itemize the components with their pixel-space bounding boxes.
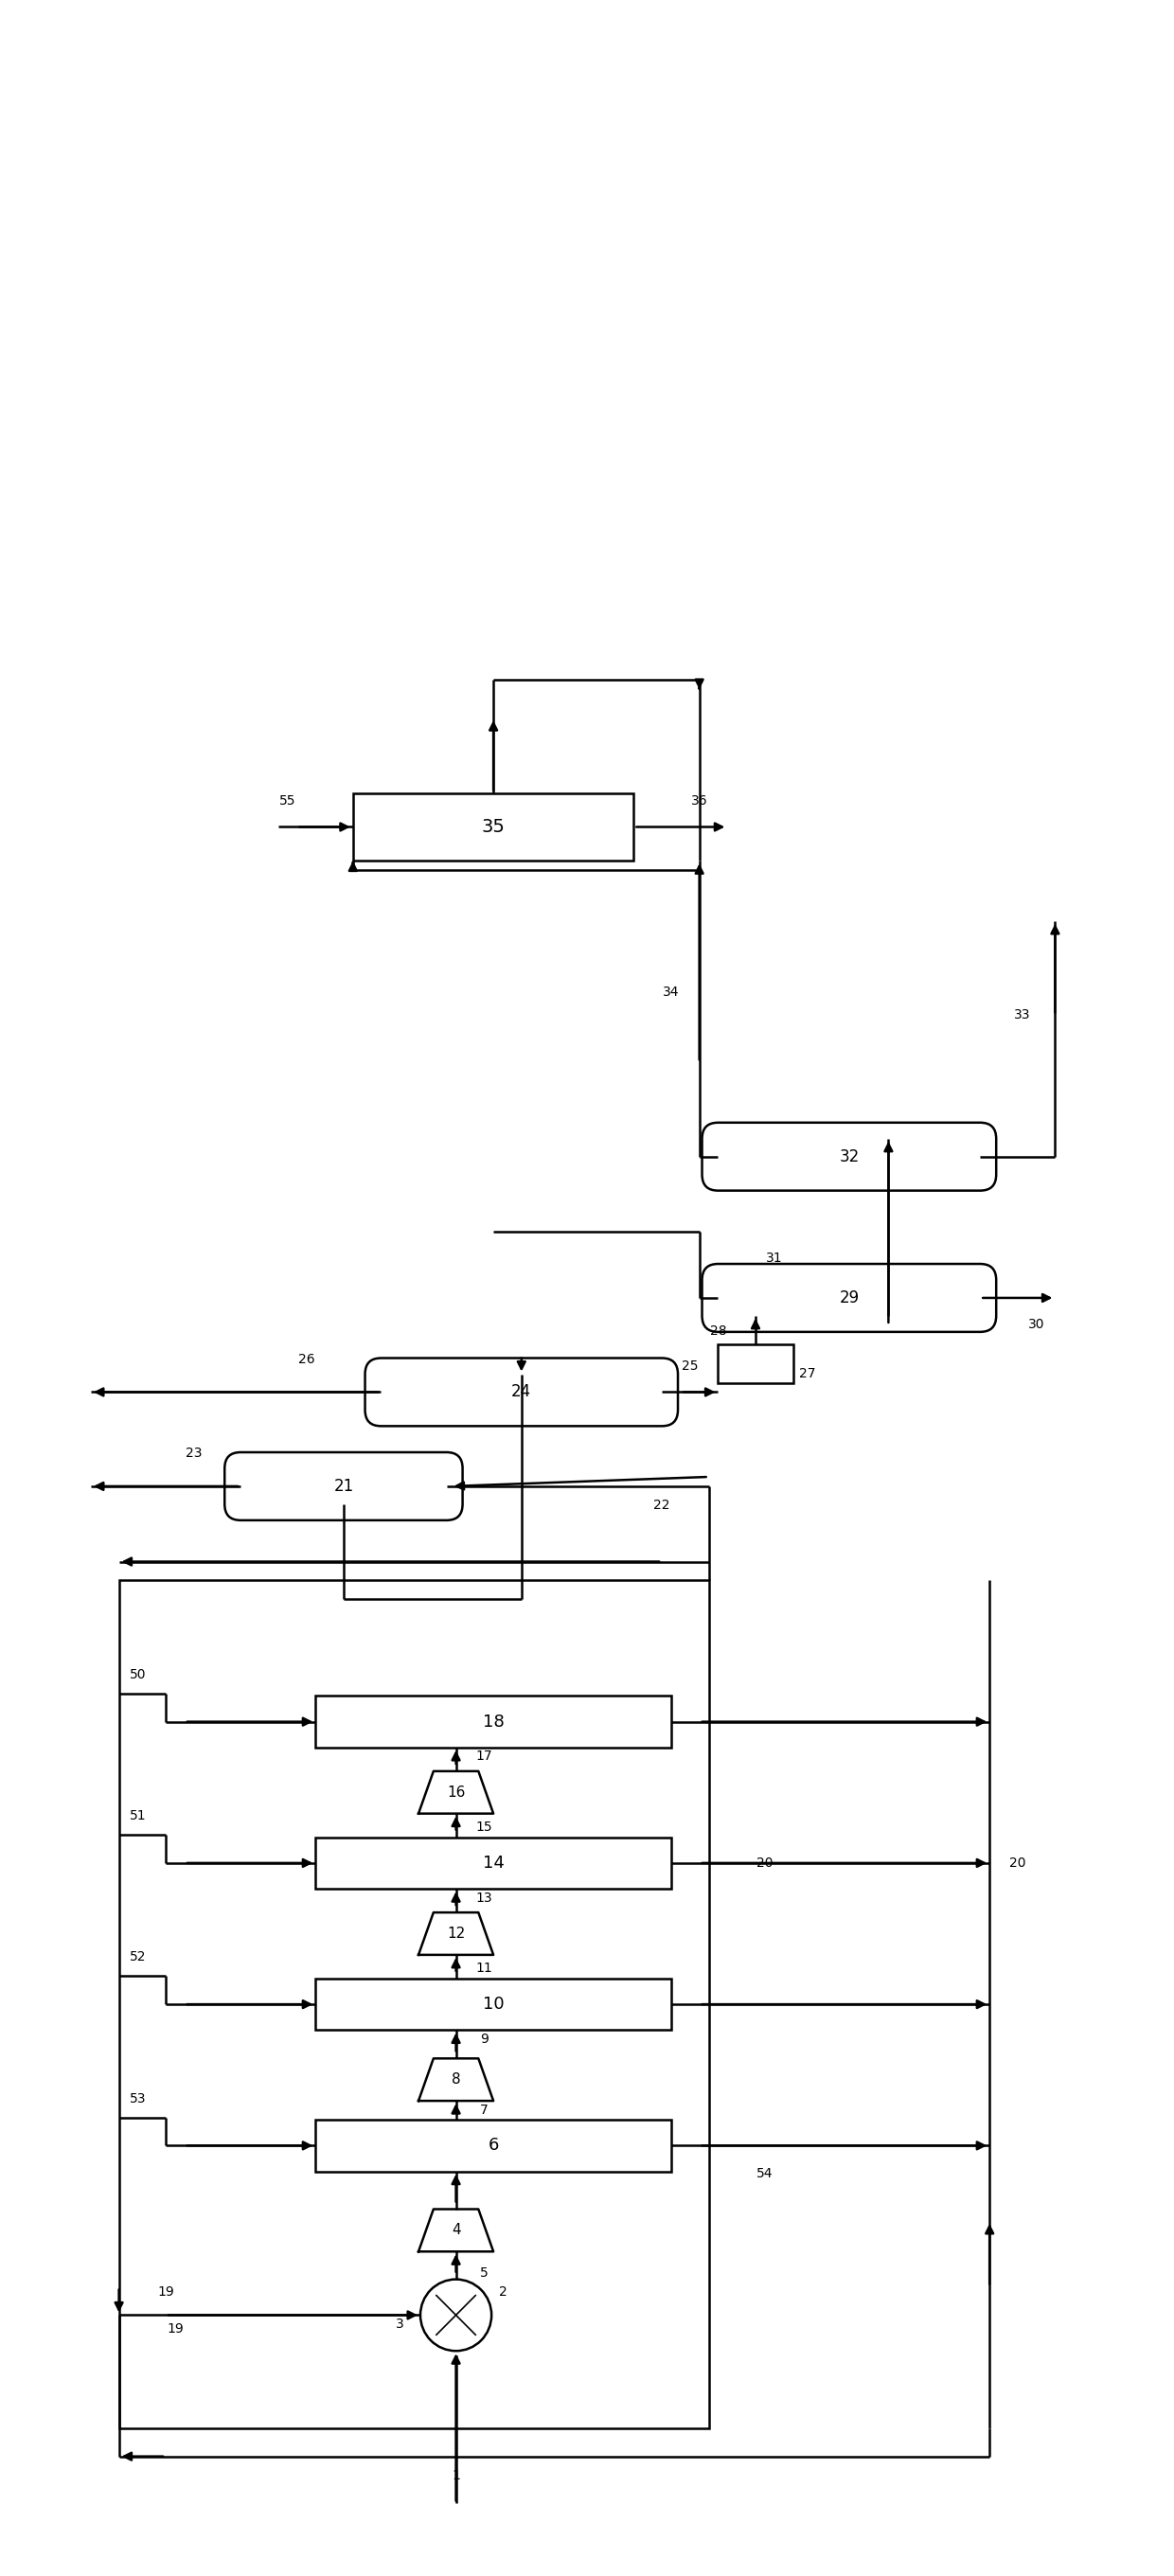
Text: 19: 19: [167, 2324, 183, 2336]
Text: 22: 22: [654, 1499, 670, 1512]
Bar: [119, 1582, 709, 2429]
Text: 2: 2: [499, 2285, 507, 2298]
Text: 31: 31: [765, 1252, 783, 1265]
Bar: [316, 1978, 672, 2030]
Text: 15: 15: [475, 1821, 492, 1834]
Text: 14: 14: [483, 1855, 504, 1873]
Polygon shape: [418, 2058, 493, 2102]
Text: 18: 18: [483, 1713, 504, 1731]
Text: 10: 10: [483, 1996, 504, 2012]
Bar: [316, 1695, 672, 1747]
Text: 23: 23: [185, 1448, 202, 1461]
Text: 8: 8: [451, 2074, 460, 2087]
Text: 52: 52: [129, 1950, 146, 1963]
FancyBboxPatch shape: [702, 1265, 997, 1332]
Text: 29: 29: [839, 1291, 859, 1306]
Text: 21: 21: [333, 1479, 353, 1494]
Text: 55: 55: [279, 793, 296, 806]
Bar: [353, 793, 634, 860]
FancyBboxPatch shape: [702, 1123, 997, 1190]
Text: 4: 4: [451, 2223, 460, 2239]
Text: 12: 12: [447, 1927, 465, 1940]
Bar: [718, 1345, 792, 1383]
Polygon shape: [418, 2210, 493, 2251]
Text: 26: 26: [298, 1352, 315, 1365]
Text: 54: 54: [756, 2166, 774, 2179]
Polygon shape: [418, 1772, 493, 1814]
Text: 51: 51: [129, 1808, 146, 1824]
Text: 20: 20: [756, 1857, 774, 1870]
Text: 11: 11: [475, 1963, 492, 1976]
Text: 34: 34: [663, 984, 680, 999]
Text: 36: 36: [691, 793, 708, 806]
Text: 50: 50: [129, 1669, 146, 1682]
Text: 27: 27: [798, 1368, 815, 1381]
Text: 3: 3: [396, 2318, 404, 2331]
Bar: [316, 2120, 672, 2172]
Text: 32: 32: [839, 1149, 859, 1164]
Text: 7: 7: [480, 2102, 488, 2117]
Text: 30: 30: [1028, 1319, 1045, 1332]
FancyBboxPatch shape: [365, 1358, 677, 1427]
Text: 24: 24: [512, 1383, 532, 1401]
Text: 13: 13: [475, 1891, 492, 1904]
Text: 6: 6: [488, 2138, 499, 2154]
Text: 33: 33: [1014, 1010, 1031, 1023]
Polygon shape: [418, 1911, 493, 1955]
Text: 9: 9: [480, 2032, 488, 2045]
Text: 16: 16: [447, 1785, 465, 1801]
Text: 35: 35: [481, 819, 505, 837]
Text: 19: 19: [157, 2285, 174, 2298]
Text: 20: 20: [1010, 1857, 1026, 1870]
Text: 17: 17: [475, 1749, 492, 1762]
Circle shape: [420, 2280, 492, 2352]
FancyBboxPatch shape: [224, 1453, 463, 1520]
Text: 53: 53: [129, 2092, 146, 2105]
Text: 28: 28: [710, 1324, 727, 1337]
Text: 1: 1: [452, 2468, 460, 2481]
Bar: [316, 1837, 672, 1888]
Text: 25: 25: [682, 1360, 699, 1373]
Text: 5: 5: [480, 2267, 488, 2280]
